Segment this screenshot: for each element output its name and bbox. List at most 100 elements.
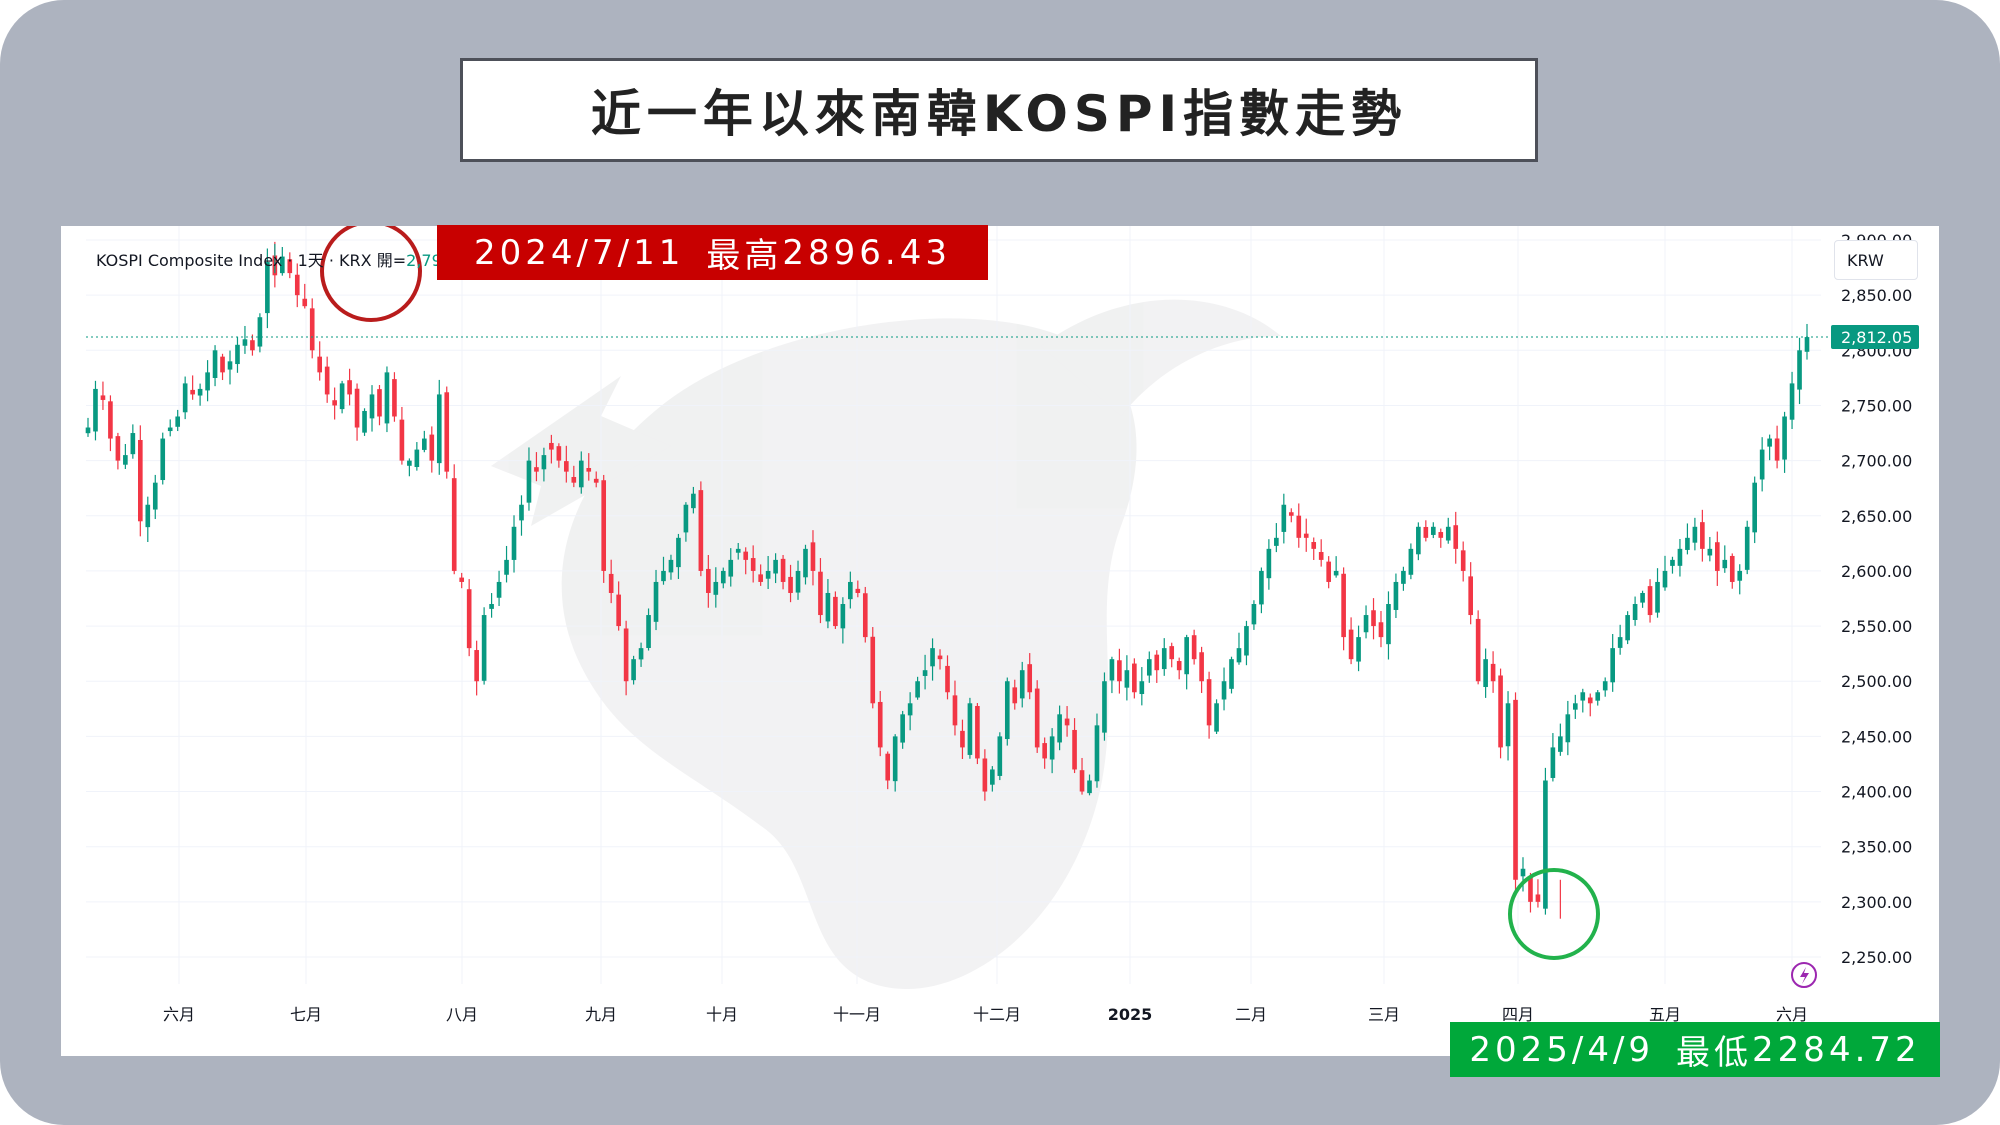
- candle-body: [182, 383, 188, 413]
- candle-body: [1326, 561, 1331, 582]
- candle-body: [1094, 725, 1100, 782]
- candle-body: [892, 736, 898, 782]
- candle-body: [1027, 664, 1033, 693]
- candle-body: [937, 655, 943, 660]
- candle-body: [1161, 648, 1167, 670]
- candle-body: [1572, 703, 1578, 710]
- candle-body: [1662, 570, 1668, 588]
- y-tick-label: 2,500.00: [1841, 672, 1912, 691]
- candle-body: [1692, 526, 1698, 543]
- last-price-label: 2,812.05: [1841, 328, 1912, 347]
- y-tick-label: 2,600.00: [1841, 562, 1912, 581]
- candle-body: [855, 588, 861, 593]
- candle-body: [1311, 542, 1317, 549]
- candle-body: [1318, 552, 1324, 560]
- instrument-label: KOSPI Composite Index · 1天 · KRX: [96, 251, 372, 270]
- candle-body: [1767, 438, 1772, 447]
- candle-body: [1483, 659, 1488, 688]
- candle-body: [100, 395, 106, 400]
- candle-body: [1714, 542, 1720, 571]
- candle-body: [825, 592, 831, 622]
- x-tick-label: 六月: [1776, 1005, 1808, 1024]
- candle-body: [885, 753, 891, 781]
- candle-body: [1184, 637, 1189, 675]
- candle-body: [1176, 661, 1182, 671]
- candle-body: [519, 504, 524, 521]
- candle-body: [399, 419, 405, 461]
- candle-body: [1460, 550, 1466, 571]
- candle-body: [1558, 736, 1563, 752]
- candle-body: [1244, 626, 1249, 656]
- candle-body: [265, 262, 270, 314]
- low-label: 最低: [1676, 1033, 1753, 1073]
- candle-body: [474, 650, 479, 682]
- candle-body: [810, 542, 816, 571]
- candlestick-chart: 2,250.00 2,300.00 2,350.00 2,400.00 2,450.00…: [85, 226, 1919, 1024]
- candle-body: [1759, 449, 1765, 480]
- candle-body: [1251, 604, 1257, 625]
- candle-body: [1744, 526, 1750, 570]
- candle-body: [145, 504, 151, 528]
- candle-body: [108, 401, 113, 439]
- candle-body: [1722, 559, 1728, 569]
- candle-body: [1520, 868, 1526, 877]
- candle-body: [564, 461, 569, 472]
- candle-body: [496, 581, 502, 598]
- candle-body: [414, 449, 420, 468]
- candle-body: [1356, 637, 1361, 662]
- candle-body: [1266, 548, 1272, 579]
- low-circle: [1508, 868, 1600, 960]
- candle-body: [720, 570, 726, 584]
- candle-body: [1229, 659, 1234, 689]
- candle-body: [407, 460, 412, 466]
- candle-body: [1288, 512, 1294, 516]
- x-tick-label: 十一月: [833, 1005, 881, 1024]
- candle-body: [1393, 581, 1399, 610]
- candle-body: [997, 736, 1003, 776]
- candle-body: [1617, 637, 1623, 648]
- candle-body: [706, 568, 711, 593]
- candle-body: [1087, 780, 1092, 794]
- candle-body: [698, 490, 704, 571]
- candles: [85, 241, 1810, 919]
- candle-body: [1363, 615, 1369, 633]
- low-annotation: 2025/4/9 最低 2284.72: [1450, 1022, 1940, 1077]
- candle-body: [1004, 681, 1010, 740]
- candle-body: [466, 589, 472, 649]
- candle-body: [556, 446, 562, 461]
- candle-body: [1378, 622, 1384, 638]
- candle-body: [1124, 670, 1130, 688]
- candle-body: [339, 383, 345, 410]
- candle-body: [1146, 659, 1152, 676]
- candle-body: [1169, 646, 1175, 660]
- candle-body: [175, 416, 181, 427]
- lightning-icon[interactable]: [1791, 962, 1817, 988]
- candle-body: [713, 581, 719, 595]
- high-date: 2024/7/11: [474, 232, 685, 273]
- candle-body: [1640, 592, 1645, 603]
- candle-body: [1341, 573, 1346, 638]
- candle-body: [1453, 525, 1459, 549]
- candle-body: [1259, 570, 1264, 605]
- candle-body: [1490, 663, 1496, 682]
- candle-body: [735, 548, 741, 553]
- x-tick-label: 六月: [163, 1005, 195, 1024]
- x-tick-label: 五月: [1649, 1005, 1681, 1024]
- candle-body: [123, 455, 128, 465]
- candle-body: [1498, 675, 1503, 748]
- candle-body: [85, 427, 91, 434]
- x-tick-label: 2025: [1108, 1005, 1153, 1024]
- candle-body: [197, 388, 203, 396]
- candle-body: [212, 350, 218, 378]
- candle-body: [93, 388, 98, 432]
- candle-body: [683, 504, 689, 533]
- chart-legend: KOSPI Composite Index · 1天 · KRX 開=2,790: [96, 247, 452, 271]
- candle-body: [676, 537, 681, 568]
- currency-button[interactable]: KRW: [1834, 240, 1918, 280]
- candle-body: [1079, 770, 1085, 792]
- candle-body: [1782, 416, 1787, 460]
- candle-body: [982, 758, 988, 792]
- candle-body: [1804, 337, 1810, 352]
- bull-head-watermark: [491, 299, 1281, 990]
- candle-body: [332, 400, 337, 406]
